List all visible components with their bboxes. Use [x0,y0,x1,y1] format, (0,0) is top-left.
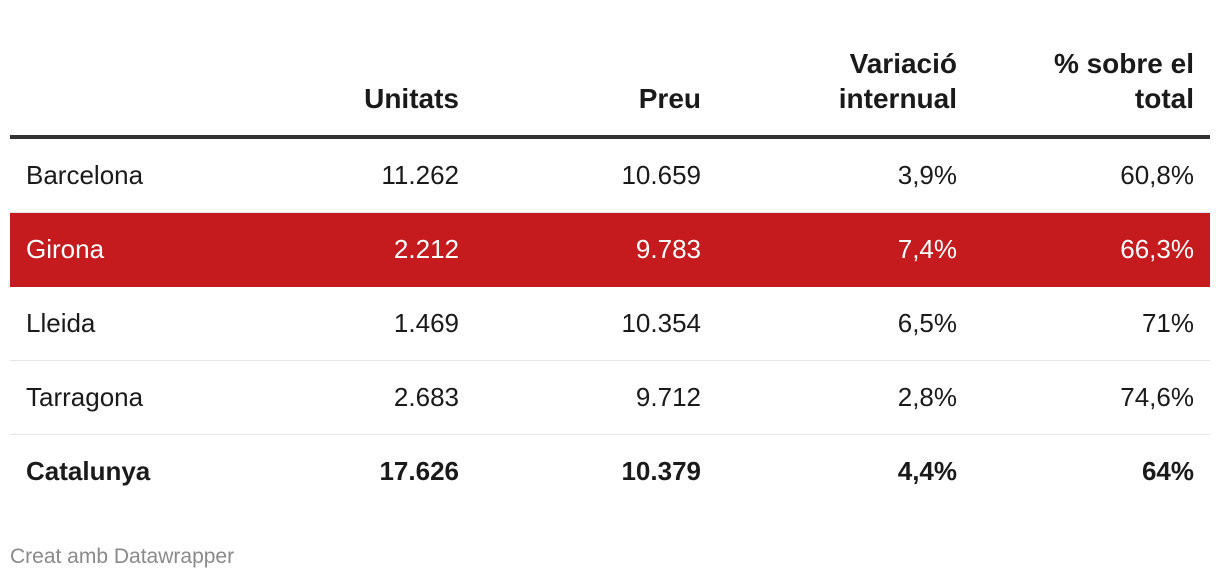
header-variacio-line2: internual [838,83,957,114]
cell-percent: 71% [973,286,1210,361]
header-preu[interactable]: Preu [475,30,717,139]
cell-preu: 9.712 [475,360,717,435]
cell-region: Catalunya [26,456,151,486]
cell-preu: 10.354 [475,286,717,361]
table-row: Barcelona 11.262 10.659 3,9% 60,8% [10,137,1210,213]
table-body: Barcelona 11.262 10.659 3,9% 60,8% Girona 2.21… [10,137,1210,508]
table-row: Tarragona 2.683 9.712 2,8% 74,6% [10,360,1210,435]
header-unitats-label: Unitats [364,83,459,114]
cell-percent: 74,6% [973,360,1210,435]
datawrapper-credit[interactable]: Creat amb Datawrapper [10,545,235,568]
cell-unitats: 2.683 [210,360,475,435]
header-percent-line2: total [1134,83,1194,114]
table-header: Unitats Preu Variació internual % sobre e… [10,30,1210,139]
data-table: Unitats Preu Variació internual % sobre e… [10,30,1210,508]
cell-preu: 10.659 [475,137,717,213]
header-preu-label: Preu [638,83,701,114]
cell-unitats: 2.212 [210,212,475,287]
header-variacio-line1: Variació [849,48,957,79]
cell-preu: 10.379 [621,456,701,486]
cell-variacio: 7,4% [717,212,973,287]
cell-unitats: 17.626 [379,456,459,486]
cell-preu: 9.783 [475,212,717,287]
cell-percent: 64% [1141,456,1194,486]
header-unitats[interactable]: Unitats [210,30,475,139]
cell-variacio: 2,8% [717,360,973,435]
data-table-container: Unitats Preu Variació internual % sobre e… [10,30,1210,508]
header-variacio[interactable]: Variació internual [717,30,973,139]
cell-percent: 66,3% [973,212,1210,287]
cell-variacio: 6,5% [717,286,973,361]
cell-unitats: 11.262 [210,137,475,213]
cell-unitats: 1.469 [210,286,475,361]
header-percent-line1: % sobre el [1053,48,1194,79]
cell-variacio: 3,9% [717,137,973,213]
table-row: Girona 2.212 9.783 7,4% 66,3% [10,212,1210,287]
cell-region: Barcelona [10,137,210,213]
table-row: Catalunya 17.626 10.379 4,4% 64% [10,435,1210,509]
table-row: Lleida 1.469 10.354 6,5% 71% [10,286,1210,361]
header-row: Unitats Preu Variació internual % sobre e… [10,30,1210,139]
cell-region: Lleida [10,286,210,361]
cell-variacio: 4,4% [897,456,957,486]
cell-region: Girona [10,212,210,287]
cell-region: Tarragona [10,360,210,435]
header-percent[interactable]: % sobre el total [973,30,1210,139]
cell-percent: 60,8% [973,137,1210,213]
header-region [10,30,210,139]
